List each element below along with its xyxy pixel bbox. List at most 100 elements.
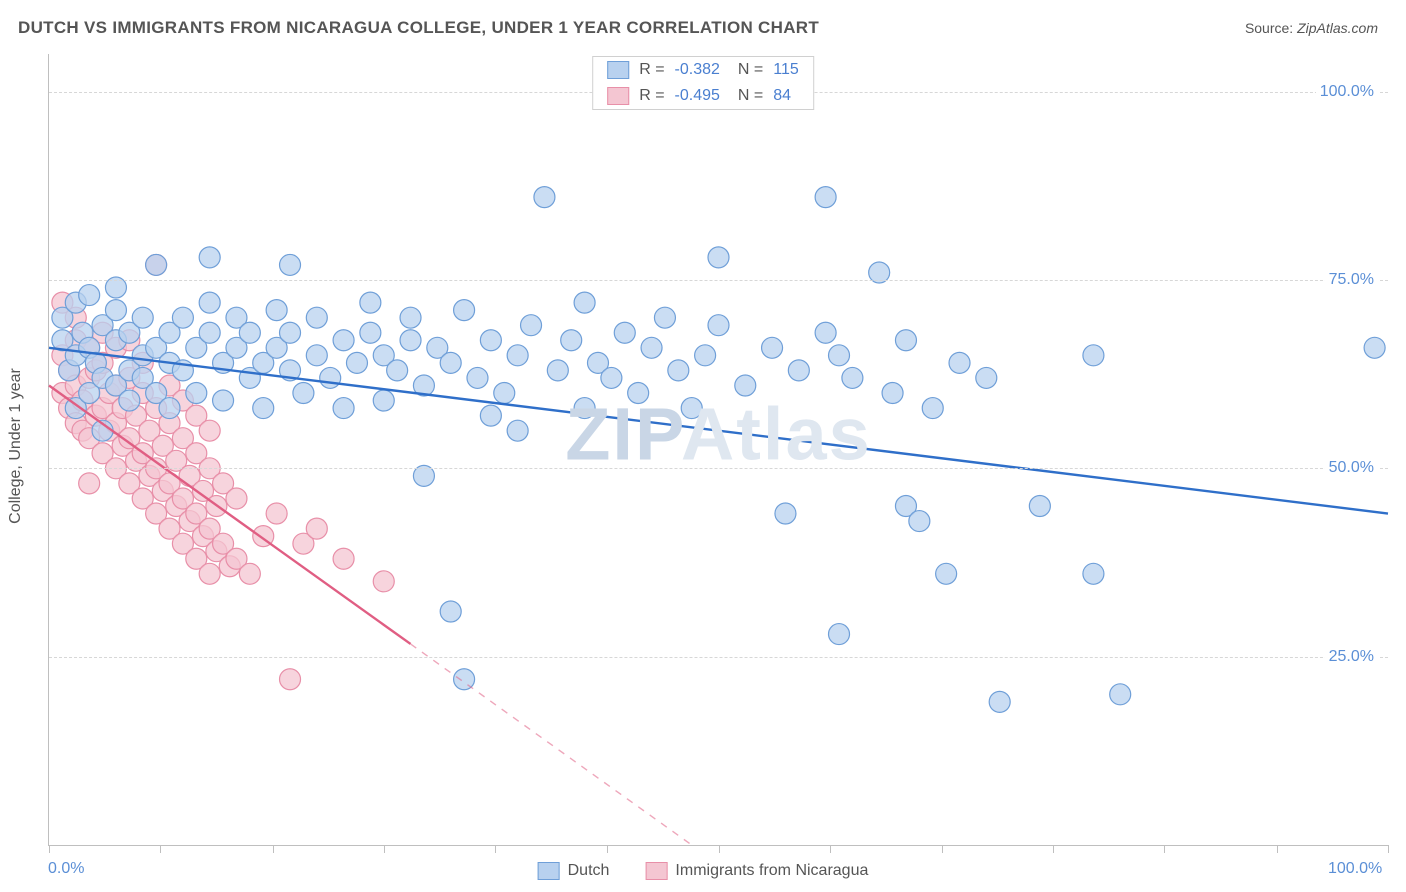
data-point	[320, 367, 341, 388]
data-point	[829, 624, 850, 645]
data-point	[199, 292, 220, 313]
data-point	[333, 548, 354, 569]
y-tick-label: 100.0%	[1316, 81, 1378, 103]
legend-row-dutch: R = -0.382 N = 115	[593, 57, 813, 83]
data-point	[641, 337, 662, 358]
data-point	[561, 330, 582, 351]
data-point	[534, 187, 555, 208]
data-point	[360, 322, 381, 343]
data-point	[735, 375, 756, 396]
data-point	[280, 669, 301, 690]
data-point	[922, 398, 943, 419]
data-point	[507, 345, 528, 366]
data-point	[293, 383, 314, 404]
data-point	[762, 337, 783, 358]
data-point	[213, 390, 234, 411]
data-point	[79, 473, 100, 494]
x-axis-min-label: 0.0%	[48, 860, 84, 878]
legend-item-nicaragua: Immigrants from Nicaragua	[645, 862, 868, 880]
data-point	[842, 367, 863, 388]
data-point	[681, 398, 702, 419]
data-point	[1029, 496, 1050, 517]
data-point	[253, 398, 274, 419]
legend-row-nicaragua: R = -0.495 N = 84	[593, 83, 813, 109]
swatch-nicaragua	[607, 87, 629, 105]
data-point	[628, 383, 649, 404]
data-point	[480, 330, 501, 351]
data-point	[775, 503, 796, 524]
data-point	[708, 315, 729, 336]
r-value-nicaragua: -0.495	[675, 87, 720, 105]
legend-label-dutch: Dutch	[568, 862, 610, 880]
n-value-dutch: 115	[773, 61, 799, 79]
data-point	[895, 330, 916, 351]
data-point	[387, 360, 408, 381]
data-point	[815, 187, 836, 208]
data-point	[333, 330, 354, 351]
data-point	[614, 322, 635, 343]
data-point	[815, 322, 836, 343]
data-point	[119, 390, 140, 411]
data-point	[521, 315, 542, 336]
source-link[interactable]: ZipAtlas.com	[1297, 20, 1378, 36]
data-point	[239, 322, 260, 343]
legend-label-nicaragua: Immigrants from Nicaragua	[675, 862, 868, 880]
data-point	[454, 300, 475, 321]
data-point	[199, 420, 220, 441]
correlation-legend: R = -0.382 N = 115 R = -0.495 N = 84	[592, 56, 814, 110]
n-value-nicaragua: 84	[773, 87, 791, 105]
data-point	[226, 488, 247, 509]
x-axis-max-label: 100.0%	[1328, 860, 1382, 878]
y-tick-label: 25.0%	[1325, 646, 1378, 668]
swatch-dutch-bottom	[538, 862, 560, 880]
data-point	[360, 292, 381, 313]
data-point	[266, 503, 287, 524]
data-point	[601, 367, 622, 388]
trend-line	[49, 385, 411, 643]
swatch-dutch	[607, 61, 629, 79]
chart-title: DUTCH VS IMMIGRANTS FROM NICARAGUA COLLE…	[18, 18, 819, 38]
data-point	[373, 390, 394, 411]
r-value-dutch: -0.382	[675, 61, 720, 79]
data-point	[507, 420, 528, 441]
data-point	[280, 322, 301, 343]
data-point	[1083, 345, 1104, 366]
data-point	[306, 307, 327, 328]
data-point	[333, 398, 354, 419]
data-point	[280, 254, 301, 275]
data-point	[936, 563, 957, 584]
y-tick-label: 50.0%	[1325, 457, 1378, 479]
data-point	[668, 360, 689, 381]
series-legend: Dutch Immigrants from Nicaragua	[538, 862, 869, 880]
data-point	[829, 345, 850, 366]
source-prefix: Source:	[1245, 20, 1297, 36]
data-point	[306, 345, 327, 366]
plot-area: ZIPAtlas 25.0%50.0%75.0%100.0%	[48, 54, 1388, 846]
y-tick-label: 75.0%	[1325, 269, 1378, 291]
chart-header: DUTCH VS IMMIGRANTS FROM NICARAGUA COLLE…	[0, 0, 1406, 48]
data-point	[454, 669, 475, 690]
data-point	[346, 352, 367, 373]
data-point	[199, 322, 220, 343]
scatter-svg	[49, 54, 1388, 845]
data-point	[159, 398, 180, 419]
data-point	[467, 367, 488, 388]
data-point	[1083, 563, 1104, 584]
data-point	[266, 300, 287, 321]
data-point	[574, 292, 595, 313]
data-point	[494, 383, 515, 404]
data-point	[654, 307, 675, 328]
data-point	[480, 405, 501, 426]
data-point	[708, 247, 729, 268]
data-point	[186, 383, 207, 404]
data-point	[440, 601, 461, 622]
data-point	[695, 345, 716, 366]
data-point	[882, 383, 903, 404]
data-point	[976, 367, 997, 388]
source-credit: Source: ZipAtlas.com	[1245, 20, 1378, 36]
data-point	[909, 511, 930, 532]
data-point	[79, 285, 100, 306]
data-point	[440, 352, 461, 373]
data-point	[989, 691, 1010, 712]
data-point	[547, 360, 568, 381]
